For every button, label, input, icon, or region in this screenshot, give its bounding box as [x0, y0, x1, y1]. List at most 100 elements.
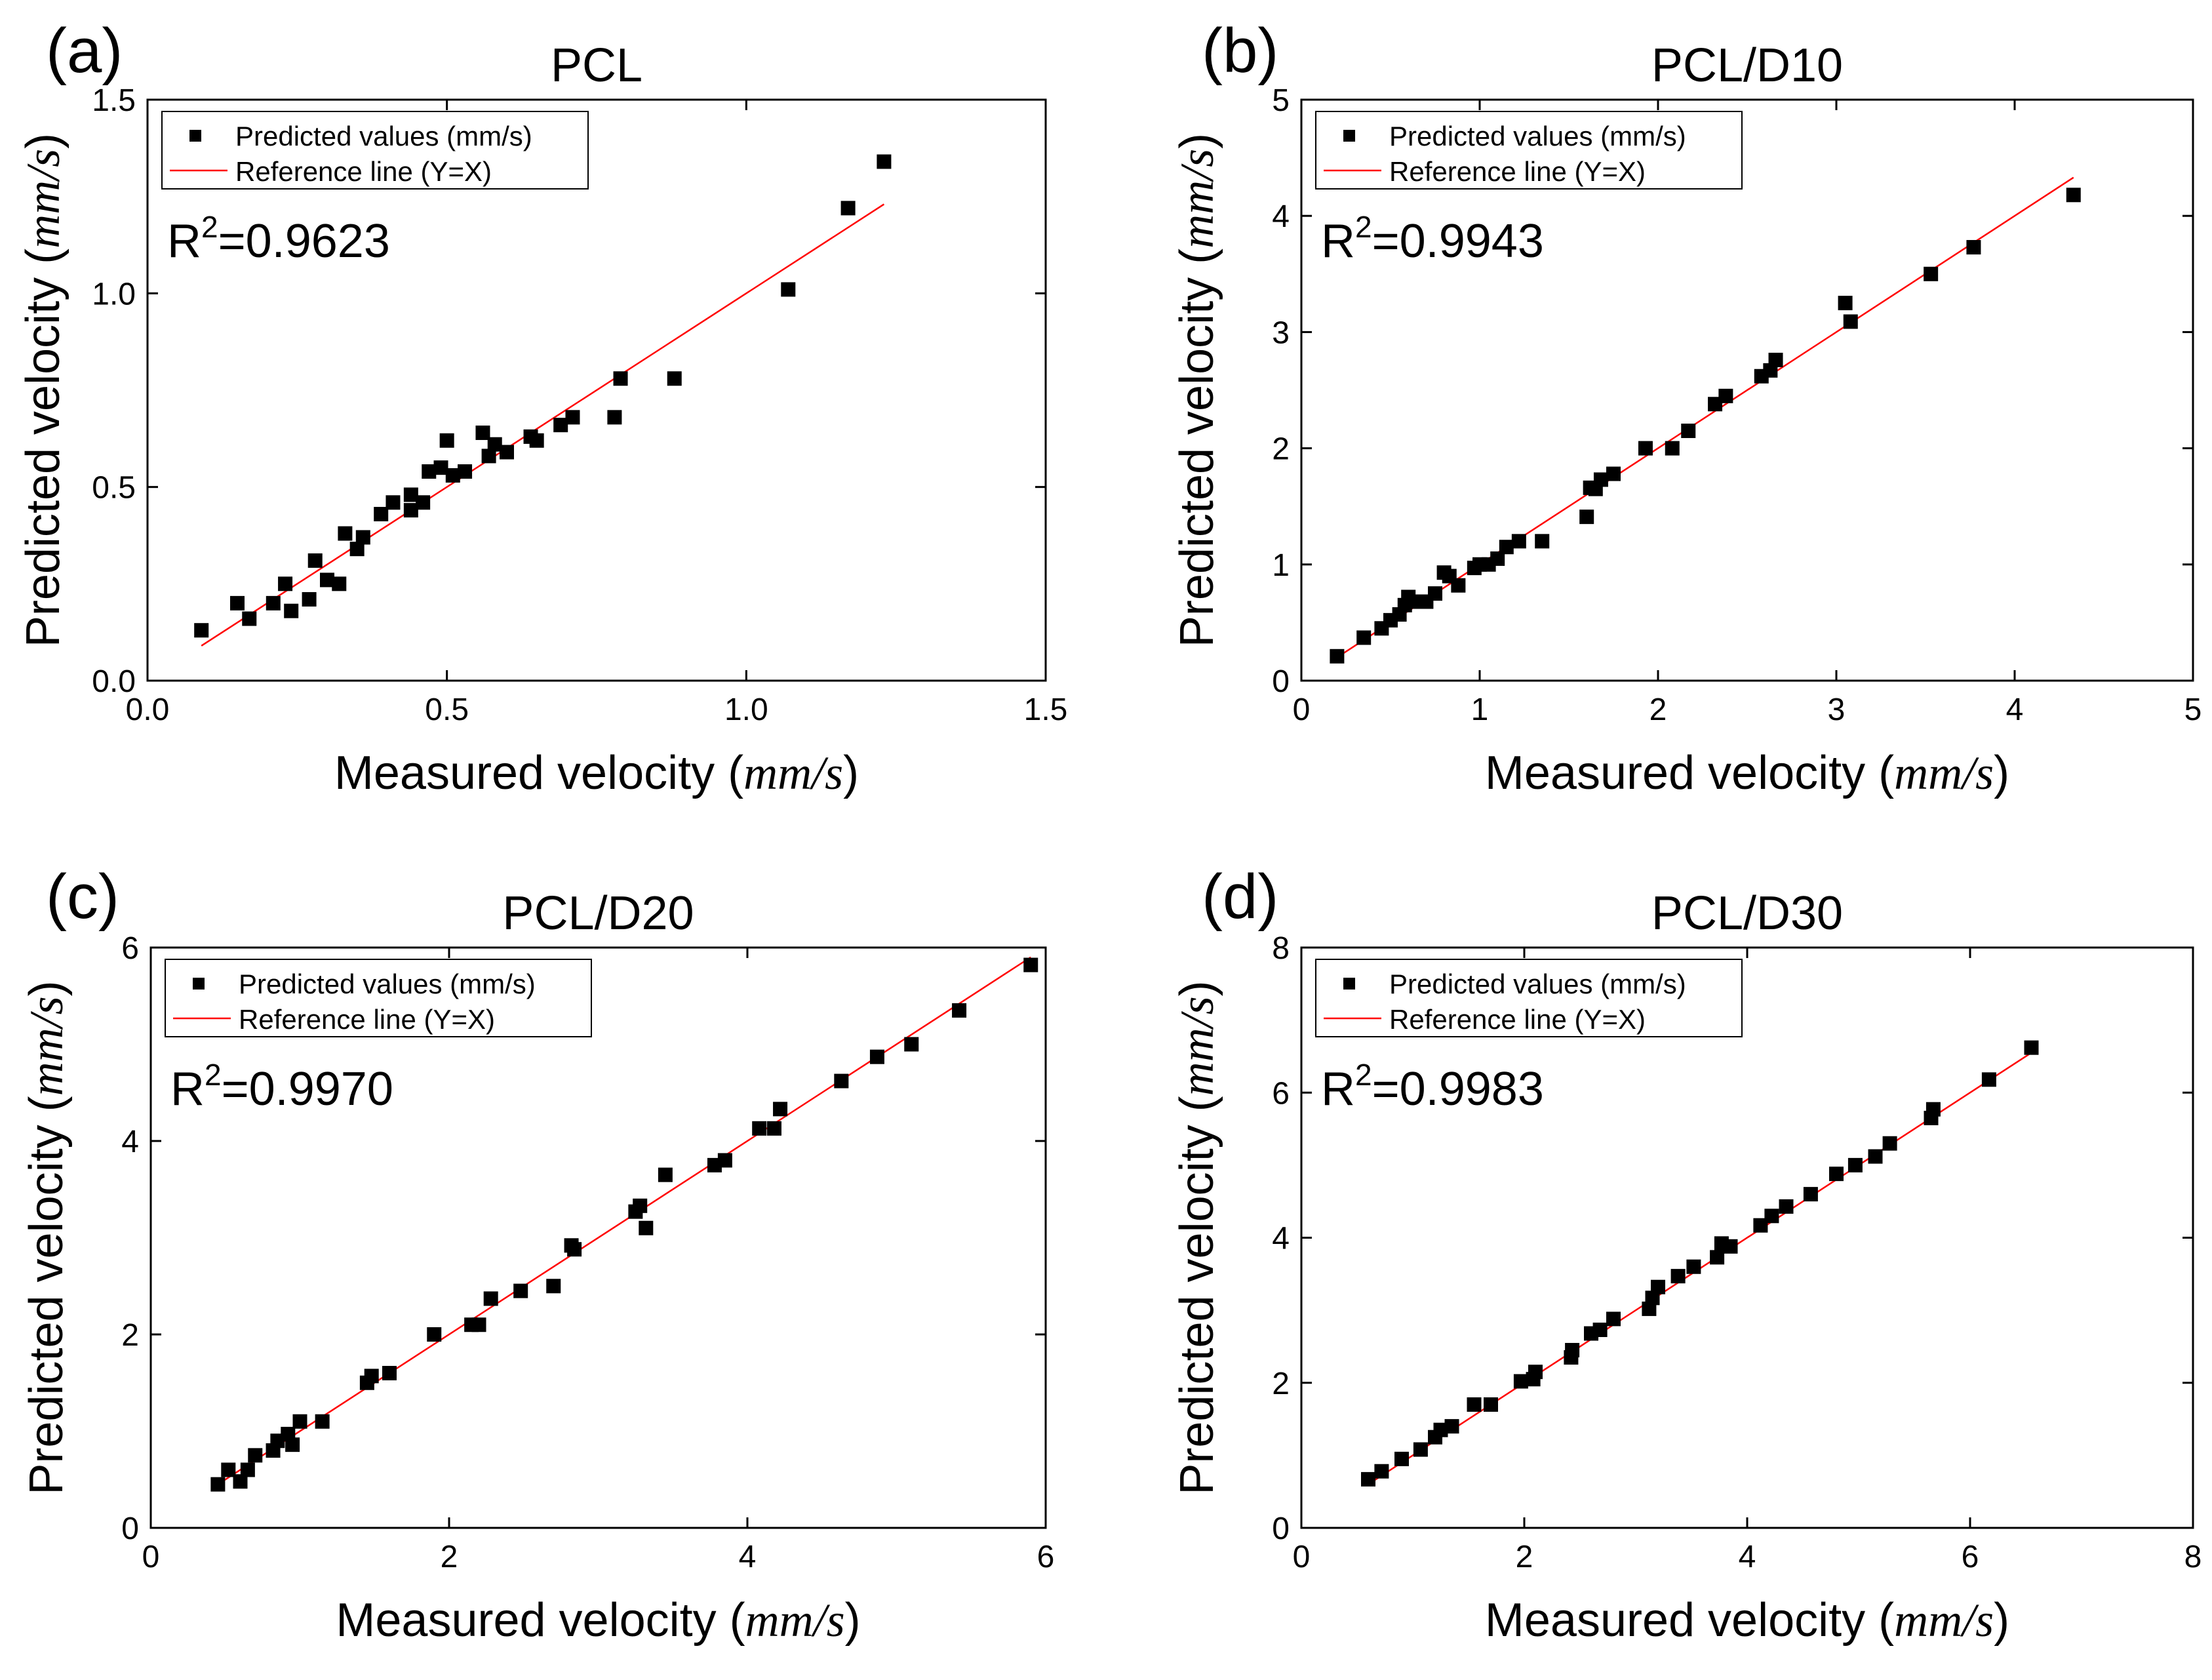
data-point — [416, 495, 431, 510]
data-point — [500, 445, 514, 460]
r-squared-label: R2=0.9983 — [1321, 1058, 1544, 1115]
y-tick-label: 1.0 — [92, 277, 136, 311]
y-tick-label: 6 — [1272, 1076, 1290, 1111]
plot-frame — [149, 946, 1047, 1529]
y-tick-label: 1.5 — [92, 83, 136, 118]
y-axis-label: Predicted velocity (mm/s) — [17, 133, 69, 647]
x-tick-label: 6 — [1962, 1540, 1979, 1574]
data-point — [1681, 424, 1696, 439]
chart-title: PCL/D30 — [1651, 887, 1843, 940]
legend-point-symbol — [1343, 130, 1355, 142]
data-point — [292, 1414, 307, 1429]
data-point — [233, 1474, 248, 1489]
data-point — [278, 576, 293, 591]
data-point — [766, 1121, 781, 1136]
legend-points-label: Predicted values (mm/s) — [239, 969, 536, 999]
data-point — [773, 1102, 788, 1117]
y-tick-label: 1 — [1272, 548, 1290, 583]
data-point — [1593, 472, 1608, 487]
y-axis-label-close: ) — [1171, 133, 1223, 149]
data-point — [266, 595, 281, 610]
r-squared-value: =0.9623 — [218, 215, 390, 268]
y-axis-label: Predicted velocity (mm/s) — [1171, 133, 1223, 647]
y-axis-label-text: Predicted velocity ( — [20, 1096, 73, 1494]
data-point — [2024, 1040, 2039, 1055]
r-squared-base: R — [1321, 1063, 1355, 1115]
data-point — [338, 526, 353, 541]
data-point — [1606, 1311, 1621, 1327]
reference-line — [201, 203, 885, 647]
data-point — [1768, 352, 1783, 367]
data-point — [285, 1437, 300, 1452]
data-point — [1606, 466, 1621, 481]
data-point — [307, 553, 323, 568]
y-axis-label: Predicted velocity (mm/s) — [20, 980, 73, 1494]
data-point — [565, 410, 580, 425]
data-point — [667, 371, 682, 386]
y-tick-label: 2 — [1272, 1367, 1290, 1401]
y-tick-label: 4 — [1272, 1222, 1290, 1256]
data-point — [717, 1153, 732, 1168]
data-point — [1356, 630, 1372, 645]
data-point — [2066, 188, 2081, 203]
data-point — [315, 1414, 330, 1429]
r-squared-base: R — [1321, 215, 1355, 268]
data-point — [422, 464, 437, 479]
plot-frame — [146, 98, 1047, 682]
reference-line — [212, 956, 1031, 1489]
r-squared-value: =0.9943 — [1372, 215, 1544, 268]
reference-line — [1336, 176, 2074, 658]
data-point — [904, 1037, 919, 1052]
data-point — [458, 464, 473, 479]
data-point — [1723, 1239, 1738, 1254]
x-axis-label-close: ) — [845, 1594, 861, 1647]
y-axis-label-text: Predicted velocity ( — [1171, 1096, 1223, 1494]
data-point — [1413, 1442, 1428, 1457]
data-point — [840, 201, 856, 216]
data-point — [248, 1448, 263, 1463]
plot-frame — [1300, 98, 2194, 682]
y-tick-label: 2 — [1272, 432, 1290, 467]
data-point — [1764, 1209, 1779, 1224]
data-point — [349, 542, 365, 557]
data-point — [1926, 1102, 1941, 1117]
data-point — [1651, 1279, 1665, 1294]
data-point — [633, 1198, 648, 1213]
data-point — [1847, 1157, 1863, 1172]
data-point — [1361, 1471, 1375, 1487]
legend-point-symbol — [1343, 978, 1355, 990]
data-point — [1528, 1365, 1543, 1380]
y-axis-label-text: Predicted velocity ( — [1171, 249, 1223, 647]
y-axis-label-unit: mm/s — [1171, 149, 1223, 249]
data-point — [1428, 586, 1442, 601]
data-point — [1779, 1199, 1794, 1214]
r-squared-exponent: 2 — [1355, 210, 1372, 244]
x-tick-label: 2 — [441, 1540, 458, 1574]
data-point — [445, 468, 460, 483]
data-point — [1565, 1342, 1580, 1357]
chart-title: PCL — [551, 39, 642, 92]
x-axis-label-text: Measured velocity ( — [1485, 1594, 1894, 1647]
data-point — [332, 576, 347, 591]
data-point — [639, 1220, 654, 1235]
x-axis-label-unit: mm/s — [745, 1594, 845, 1647]
x-tick-label: 0.0 — [126, 692, 170, 727]
data-point — [364, 1369, 379, 1384]
x-tick-label: 1 — [1471, 692, 1489, 727]
data-point — [1394, 1451, 1409, 1466]
data-point — [471, 1317, 486, 1332]
data-point — [834, 1073, 849, 1089]
x-tick-label: 0 — [1293, 1540, 1311, 1574]
x-tick-label: 0.5 — [425, 692, 469, 727]
x-tick-label: 4 — [1739, 1540, 1756, 1574]
data-point — [1444, 1419, 1459, 1434]
data-point — [284, 603, 299, 618]
x-axis-label: Measured velocity (mm/s) — [336, 1594, 860, 1647]
x-tick-label: 4 — [2006, 692, 2024, 727]
data-point — [1513, 1374, 1528, 1389]
x-axis-label-unit: mm/s — [743, 747, 843, 799]
r-squared-base: R — [170, 1063, 205, 1115]
y-axis-label-close: ) — [20, 980, 73, 996]
r-squared-label: R2=0.9970 — [170, 1058, 393, 1115]
